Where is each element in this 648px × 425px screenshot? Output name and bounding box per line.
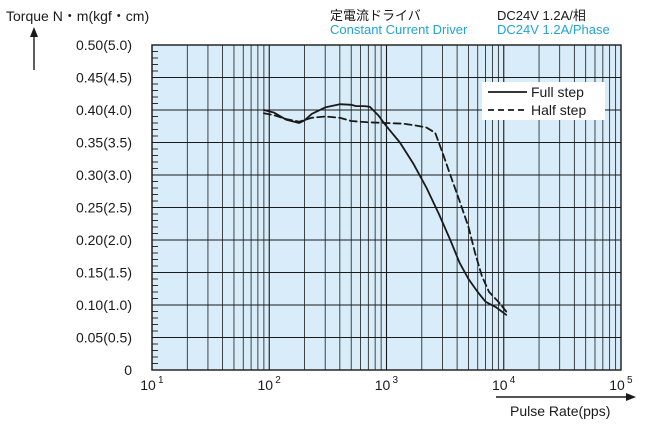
x-tick-exponent: 1 (158, 375, 164, 386)
y-tick-label: 0.20(2.0) (76, 232, 132, 248)
x-tick-exponent: 3 (393, 375, 399, 386)
x-tick-exponent: 5 (627, 375, 633, 386)
y-tick-labels: 0 0.05(0.5) 0.10(1.0) 0.15(1.5) 0.20(2.0) 0.2… (76, 37, 132, 378)
x-tick-label: 10 (375, 377, 391, 393)
x-axis-arrow-head (626, 393, 636, 401)
x-tick-labels: 10 1 10 2 10 3 10 4 10 5 (140, 375, 633, 393)
y-tick-label: 0 (124, 362, 132, 378)
y-tick-label: 0.30(3.0) (76, 167, 132, 183)
y-tick-label: 0.05(0.5) (76, 330, 132, 346)
series-lines (262, 103, 508, 316)
driver-label-jp: 定電流ドライバ (330, 8, 421, 23)
y-tick-label: 0.45(4.5) (76, 70, 132, 86)
y-tick-label: 0.35(3.5) (76, 135, 132, 151)
x-axis-title: Pulse Rate(pps) (510, 403, 610, 419)
y-tick-label: 0.10(1.0) (76, 297, 132, 313)
y-tick-label: 0.40(4.0) (76, 102, 132, 118)
plot-frame (151, 44, 622, 371)
x-tick-label: 10 (257, 377, 273, 393)
x-tick-label: 10 (609, 377, 625, 393)
legend-label-half-step: Half step (531, 102, 586, 118)
y-axis-title: Torque N・m(kgf・cm) (6, 8, 149, 24)
legend-label-full-step: Full step (531, 84, 584, 100)
series-line-half-step (262, 112, 508, 313)
driver-label-en: Constant Current Driver (330, 22, 468, 37)
y-tick-label: 0.15(1.5) (76, 265, 132, 281)
x-tick-label: 10 (492, 377, 508, 393)
series-line-full-step (262, 103, 508, 316)
x-tick-exponent: 4 (510, 375, 516, 386)
legend-box (482, 82, 605, 120)
spec-label-jp: DC24V 1.2A/相 (497, 8, 586, 23)
y-tick-label: 0.50(5.0) (76, 37, 132, 53)
x-tick-exponent: 2 (275, 375, 281, 386)
y-axis-arrow-head (30, 27, 38, 37)
x-tick-label: 10 (140, 377, 156, 393)
legend: Full step Half step (482, 82, 605, 120)
spec-label-en: DC24V 1.2A/Phase (497, 22, 610, 37)
y-tick-label: 0.25(2.5) (76, 200, 132, 216)
grid (151, 45, 621, 370)
